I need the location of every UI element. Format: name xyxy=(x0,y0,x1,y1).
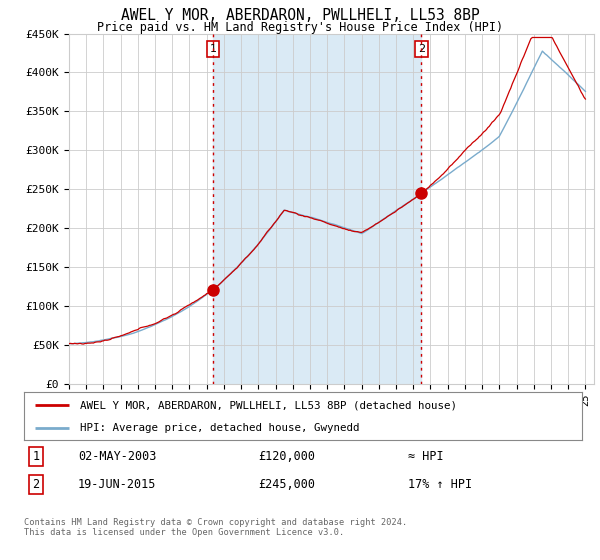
Text: 1: 1 xyxy=(32,450,40,463)
Text: 1: 1 xyxy=(209,44,217,54)
Text: 02-MAY-2003: 02-MAY-2003 xyxy=(78,450,157,463)
Text: 2: 2 xyxy=(418,44,425,54)
Text: £120,000: £120,000 xyxy=(258,450,315,463)
Text: AWEL Y MOR, ABERDARON, PWLLHELI, LL53 8BP (detached house): AWEL Y MOR, ABERDARON, PWLLHELI, LL53 8B… xyxy=(80,400,457,410)
Text: 19-JUN-2015: 19-JUN-2015 xyxy=(78,478,157,491)
Text: Contains HM Land Registry data © Crown copyright and database right 2024.
This d: Contains HM Land Registry data © Crown c… xyxy=(24,518,407,538)
Text: Price paid vs. HM Land Registry's House Price Index (HPI): Price paid vs. HM Land Registry's House … xyxy=(97,21,503,34)
Text: HPI: Average price, detached house, Gwynedd: HPI: Average price, detached house, Gwyn… xyxy=(80,423,359,433)
Text: 17% ↑ HPI: 17% ↑ HPI xyxy=(408,478,472,491)
Text: AWEL Y MOR, ABERDARON, PWLLHELI, LL53 8BP: AWEL Y MOR, ABERDARON, PWLLHELI, LL53 8B… xyxy=(121,8,479,24)
Text: £245,000: £245,000 xyxy=(258,478,315,491)
Text: ≈ HPI: ≈ HPI xyxy=(408,450,443,463)
Bar xyxy=(213,34,421,384)
Text: 2: 2 xyxy=(32,478,40,491)
